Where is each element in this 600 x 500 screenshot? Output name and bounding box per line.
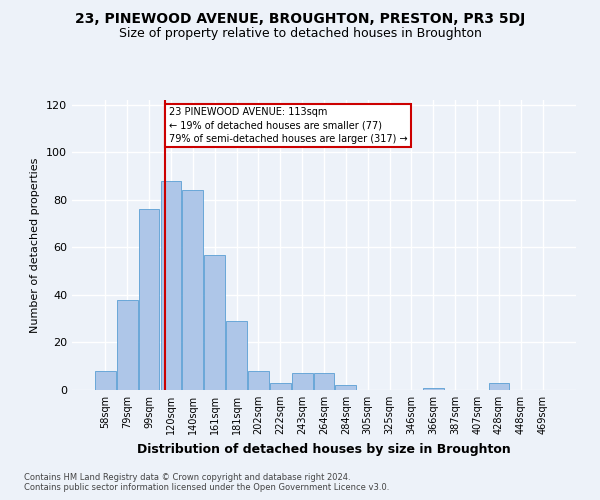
- Bar: [292, 374, 313, 390]
- Text: Distribution of detached houses by size in Broughton: Distribution of detached houses by size …: [137, 442, 511, 456]
- Text: 23 PINEWOOD AVENUE: 113sqm
← 19% of detached houses are smaller (77)
79% of semi: 23 PINEWOOD AVENUE: 113sqm ← 19% of deta…: [169, 107, 407, 144]
- Text: 23, PINEWOOD AVENUE, BROUGHTON, PRESTON, PR3 5DJ: 23, PINEWOOD AVENUE, BROUGHTON, PRESTON,…: [75, 12, 525, 26]
- Text: Size of property relative to detached houses in Broughton: Size of property relative to detached ho…: [119, 28, 481, 40]
- Bar: [117, 300, 137, 390]
- Bar: [314, 374, 334, 390]
- Bar: [248, 371, 269, 390]
- Bar: [423, 388, 444, 390]
- Bar: [226, 321, 247, 390]
- Y-axis label: Number of detached properties: Number of detached properties: [31, 158, 40, 332]
- Bar: [488, 383, 509, 390]
- Text: Contains HM Land Registry data © Crown copyright and database right 2024.: Contains HM Land Registry data © Crown c…: [24, 472, 350, 482]
- Bar: [182, 190, 203, 390]
- Bar: [335, 385, 356, 390]
- Bar: [204, 254, 225, 390]
- Bar: [95, 371, 116, 390]
- Bar: [270, 383, 290, 390]
- Bar: [139, 210, 160, 390]
- Text: Contains public sector information licensed under the Open Government Licence v3: Contains public sector information licen…: [24, 482, 389, 492]
- Bar: [161, 181, 181, 390]
